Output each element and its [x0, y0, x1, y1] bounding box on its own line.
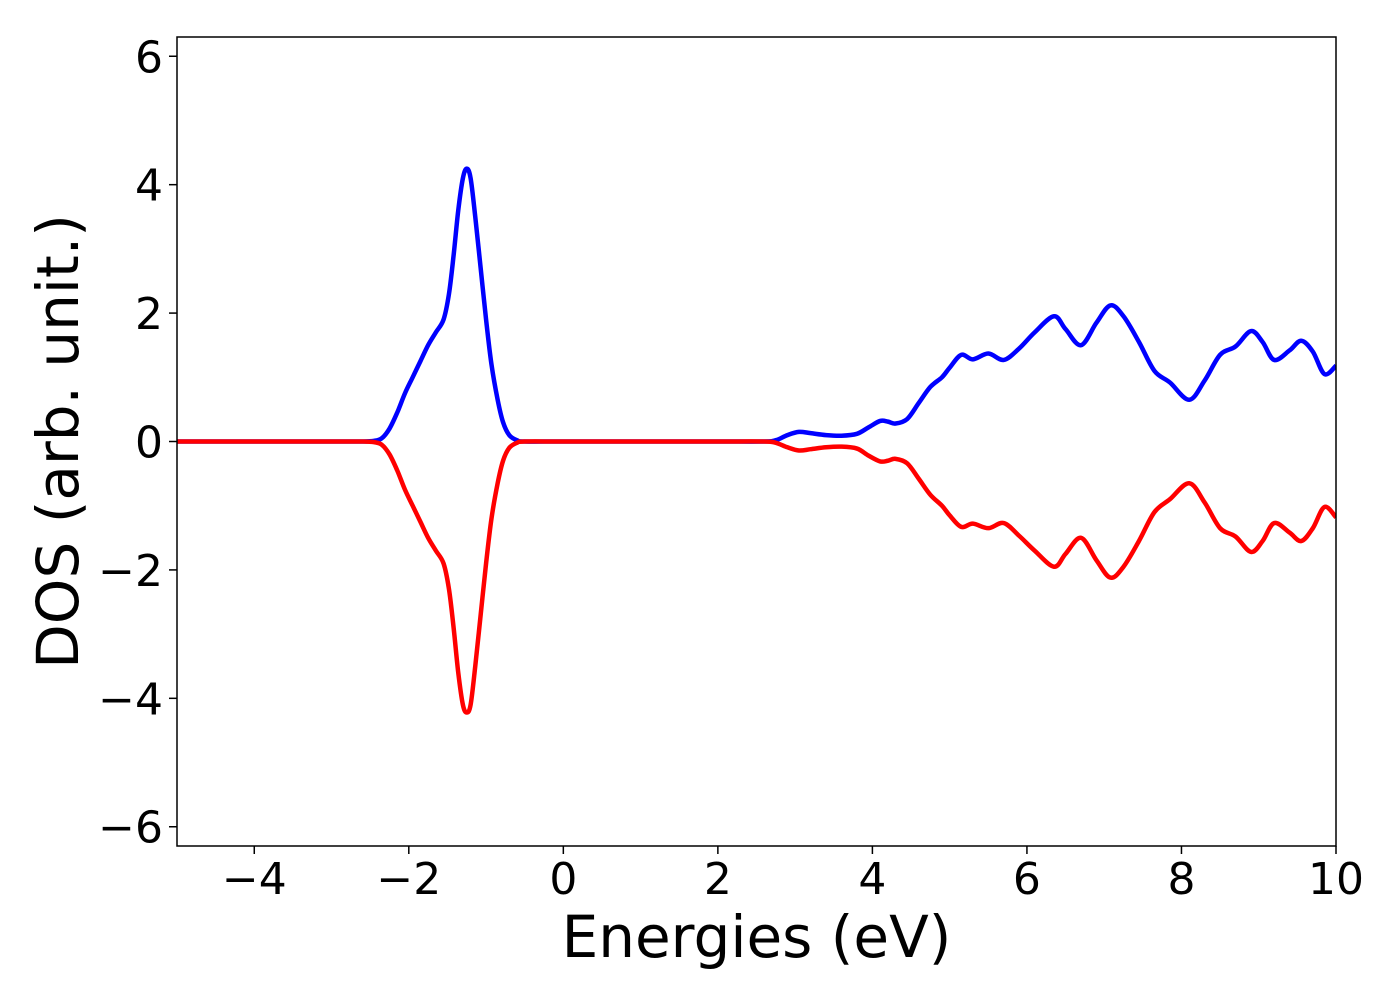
- y-axis-label: DOS (arb. unit.): [24, 214, 92, 669]
- y-tick-label: −2: [98, 546, 163, 597]
- x-tick-label: 4: [858, 854, 886, 905]
- y-tick-label: −4: [98, 674, 163, 725]
- ticks-layer: −4 −2 0 2 4 6 8 10 −6 −4 −2 0 2 4 6: [98, 32, 1364, 905]
- x-tick-label: −4: [222, 854, 287, 905]
- y-tick-label: 0: [135, 418, 163, 469]
- x-axis-label: Energies (eV): [562, 903, 952, 971]
- x-tick-label: 2: [704, 854, 732, 905]
- x-tick-label: 0: [549, 854, 577, 905]
- x-tick-label: 6: [1013, 854, 1041, 905]
- y-tick-label: −6: [98, 803, 163, 854]
- x-tick-label: 10: [1308, 854, 1364, 905]
- spin-up-dos-line: [177, 166, 1336, 444]
- x-tick-label: 8: [1167, 854, 1195, 905]
- y-tick-label: 6: [135, 32, 163, 83]
- y-tick-label: 2: [135, 289, 163, 340]
- spin-down-dos-line: [177, 439, 1336, 715]
- y-tick-label: 4: [135, 161, 163, 212]
- series-layer: [177, 166, 1336, 715]
- x-tick-label: −2: [376, 854, 441, 905]
